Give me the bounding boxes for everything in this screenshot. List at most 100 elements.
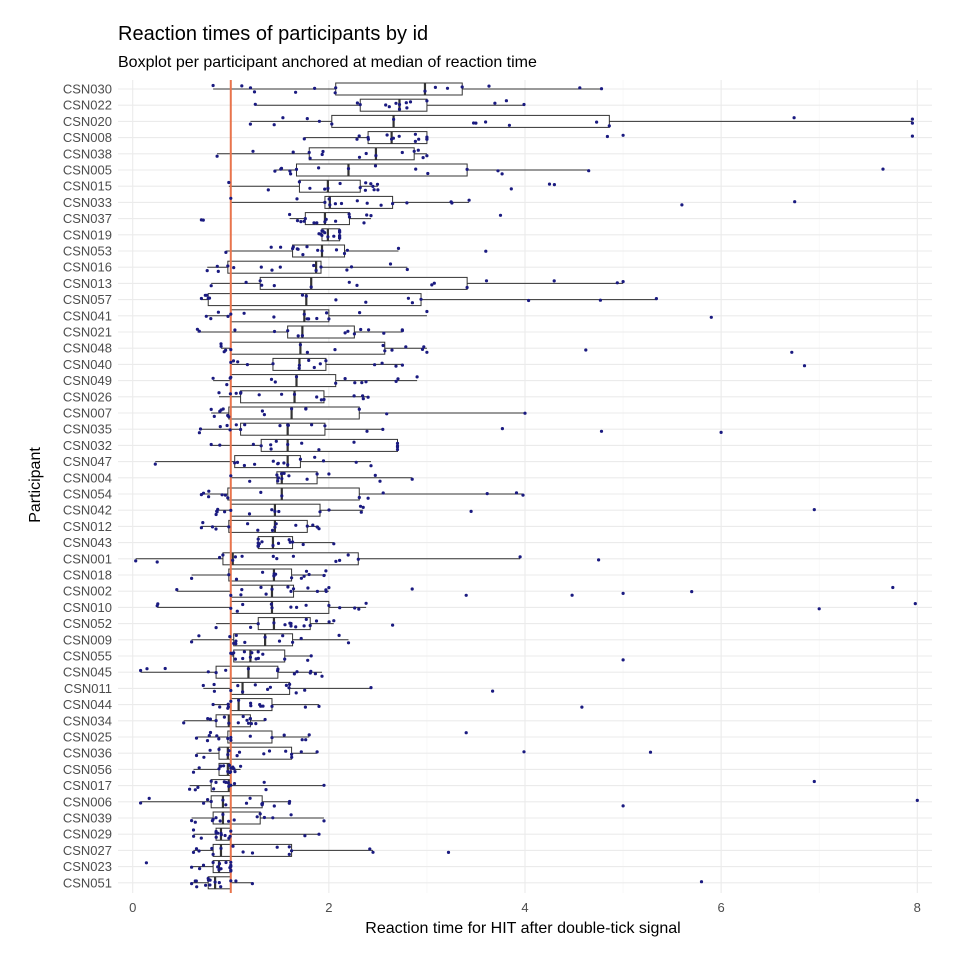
- data-point: [279, 245, 283, 249]
- data-point: [305, 477, 309, 481]
- data-point: [346, 167, 351, 171]
- data-point: [346, 553, 350, 557]
- data-point: [355, 283, 359, 287]
- data-point: [237, 698, 241, 702]
- data-point: [218, 425, 222, 429]
- data-point: [485, 492, 489, 496]
- data-point: [397, 134, 401, 138]
- data-point: [248, 479, 252, 483]
- data-point: [248, 796, 252, 800]
- data-point: [289, 172, 293, 176]
- data-point: [229, 829, 233, 833]
- data-point: [226, 314, 230, 318]
- data-point: [219, 885, 223, 889]
- data-point: [190, 882, 194, 886]
- data-point: [273, 169, 277, 173]
- box-csn045: [215, 665, 279, 679]
- data-point: [373, 473, 377, 477]
- box-csn001: [222, 552, 359, 566]
- data-point: [323, 187, 327, 191]
- data-point: [300, 334, 304, 338]
- data-point: [275, 845, 279, 849]
- data-point: [289, 589, 293, 594]
- box-csn049: [230, 374, 337, 388]
- data-point: [272, 572, 276, 576]
- data-point: [367, 328, 371, 332]
- data-point: [251, 149, 255, 153]
- data-point: [229, 312, 233, 316]
- data-point: [239, 593, 243, 597]
- data-point: [680, 203, 684, 207]
- data-point: [295, 219, 300, 223]
- y-tick-label: CSN032: [63, 438, 112, 453]
- data-point: [239, 764, 243, 768]
- data-point: [307, 358, 311, 362]
- data-point: [465, 167, 469, 171]
- data-point: [226, 706, 230, 710]
- data-point: [277, 509, 281, 514]
- data-point: [210, 846, 214, 851]
- box-csn005: [295, 163, 468, 177]
- box-csn026: [240, 390, 325, 404]
- data-point: [464, 731, 468, 735]
- data-point: [376, 188, 380, 192]
- data-point: [290, 755, 294, 759]
- data-point: [283, 657, 287, 661]
- data-point: [371, 184, 375, 188]
- data-point: [240, 84, 244, 88]
- data-point: [231, 359, 236, 363]
- data-point: [229, 688, 233, 693]
- data-point: [322, 397, 326, 402]
- data-point: [260, 409, 264, 413]
- data-point: [366, 496, 370, 500]
- data-point: [354, 460, 358, 464]
- data-point: [417, 137, 421, 141]
- data-point: [460, 85, 464, 89]
- data-point: [232, 782, 237, 786]
- data-point: [292, 672, 296, 676]
- data-point: [247, 512, 252, 516]
- data-point: [281, 116, 285, 120]
- data-point: [346, 641, 351, 645]
- data-point: [271, 816, 275, 820]
- data-point: [320, 674, 324, 678]
- box-csn019: [321, 228, 341, 242]
- data-point: [241, 656, 245, 661]
- data-point: [209, 442, 213, 447]
- y-tick-label: CSN054: [63, 487, 112, 502]
- data-point: [197, 329, 201, 333]
- data-point: [522, 750, 526, 754]
- box-csn020: [331, 114, 610, 128]
- data-point: [507, 123, 511, 127]
- data-point: [369, 182, 373, 186]
- data-point: [182, 721, 186, 725]
- y-tick-label: CSN052: [63, 616, 112, 631]
- data-point: [284, 683, 288, 688]
- data-point: [233, 770, 237, 774]
- data-point: [241, 602, 245, 607]
- data-point: [484, 120, 488, 124]
- data-point: [365, 213, 369, 217]
- data-point: [234, 391, 238, 395]
- data-point: [201, 863, 206, 867]
- data-point: [227, 573, 231, 577]
- data-point: [209, 284, 213, 288]
- data-point: [284, 749, 288, 753]
- data-point: [292, 392, 297, 396]
- data-point: [288, 621, 292, 625]
- data-point: [320, 249, 324, 253]
- data-point: [192, 834, 196, 838]
- data-point: [256, 537, 260, 541]
- data-point: [217, 391, 221, 395]
- data-point: [390, 348, 394, 352]
- data-point: [400, 363, 404, 367]
- box-csn038: [308, 147, 415, 161]
- y-tick-label: CSN012: [63, 519, 112, 534]
- data-point: [305, 117, 309, 121]
- data-point: [420, 347, 425, 351]
- data-point: [227, 525, 231, 529]
- data-point: [280, 477, 284, 481]
- data-point: [387, 105, 391, 109]
- data-point: [308, 156, 312, 160]
